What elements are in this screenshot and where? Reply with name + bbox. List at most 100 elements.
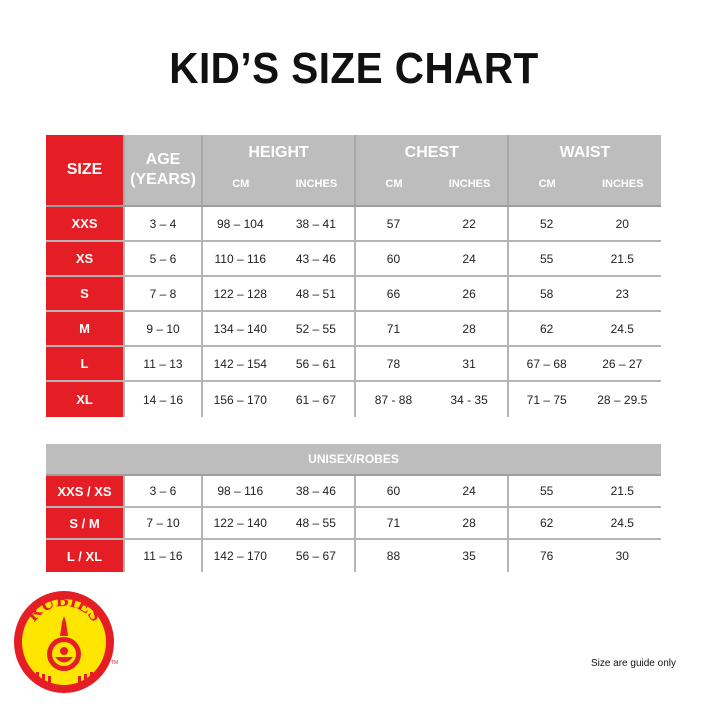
table-cell: 67 – 68 <box>507 347 584 380</box>
table-cell: 48 – 51 <box>295 286 336 301</box>
table-cell: 71 <box>354 312 431 345</box>
header-sub: CM <box>385 178 403 190</box>
table-cell: 134 – 140 <box>201 312 278 345</box>
table-cell: 57 <box>354 207 431 240</box>
table-cell: 66 <box>354 277 431 310</box>
table-cell: 88 <box>354 540 431 572</box>
size-label: L / XL <box>46 540 123 572</box>
table-cell: 38 – 46 <box>295 484 336 498</box>
table-cell: 38 – 41 <box>295 216 336 231</box>
table-cell: 48 – 55 <box>295 516 336 530</box>
table-cell: 56 – 67 <box>295 549 336 563</box>
table-cell: 35 <box>462 549 476 563</box>
size-table: SIZE AGE (YEARS) HEIGHT CM INCHES CHEST C… <box>46 135 661 417</box>
table-cell: 142 – 154 <box>201 347 278 380</box>
header-size: SIZE <box>46 135 123 205</box>
table-row: XL 14 – 16 156 – 170 61 – 67 87 - 88 34 - 35 7… <box>46 382 661 417</box>
table-cell: 98 – 116 <box>201 476 278 506</box>
table-cell: 52 <box>507 207 584 240</box>
table-cell: 5 – 6 <box>123 242 201 275</box>
header-group-label: HEIGHT <box>248 144 309 161</box>
table-cell: 26 <box>462 286 476 301</box>
rubies-logo: RUBIES TM <box>14 590 118 693</box>
header-age-line1: AGE <box>145 151 181 168</box>
table-cell: 142 – 170 <box>201 540 278 572</box>
header-age: AGE (YEARS) <box>123 135 201 205</box>
size-label: S / M <box>46 508 123 538</box>
table-cell: 7 – 8 <box>123 277 201 310</box>
header-waist: WAIST CM INCHES <box>507 135 660 205</box>
table-cell: 30 <box>615 549 629 563</box>
table-cell: 9 – 10 <box>123 312 201 345</box>
header-age-line2: (YEARS) <box>130 171 196 188</box>
table-row: XXS / XS 3 – 6 98 – 116 38 – 46 60 24 55 21.5 <box>46 476 661 508</box>
table-cell: 122 – 140 <box>201 508 278 538</box>
disclaimer-note: Size are guide only <box>590 658 676 669</box>
header-height: HEIGHT CM INCHES <box>201 135 354 205</box>
table-cell: 43 – 46 <box>295 251 336 266</box>
header-sub: CM <box>232 178 250 190</box>
table-cell: 21.5 <box>610 484 634 498</box>
table-cell: 55 <box>507 242 584 275</box>
table-cell: 31 <box>462 356 476 371</box>
table-cell: 14 – 16 <box>123 382 201 417</box>
size-label: XS <box>46 242 123 275</box>
table-cell: 71 <box>354 508 431 538</box>
table-cell: 122 – 128 <box>201 277 278 310</box>
table-cell: 3 – 6 <box>123 476 201 506</box>
table-cell: 76 <box>507 540 584 572</box>
table-cell: 22 <box>462 216 476 231</box>
table-row: L 11 – 13 142 – 154 56 – 61 78 31 67 – 68 26 – … <box>46 347 661 382</box>
table-cell: 28 <box>462 516 476 530</box>
table-cell: 78 <box>354 347 431 380</box>
table-cell: 52 – 55 <box>295 321 336 336</box>
table-cell: 21.5 <box>610 251 634 266</box>
table-cell: 24 <box>462 251 476 266</box>
table-cell: 26 – 27 <box>602 356 643 371</box>
table-cell: 24 <box>462 484 476 498</box>
table-cell: 24.5 <box>610 516 634 530</box>
table-cell: 11 – 16 <box>123 540 201 572</box>
table-cell: 23 <box>615 286 629 301</box>
header-sub: CM <box>538 178 556 190</box>
table-cell: 87 - 88 <box>354 382 431 417</box>
table-header: SIZE AGE (YEARS) HEIGHT CM INCHES CHEST C… <box>46 135 661 207</box>
table-row: L / XL 11 – 16 142 – 170 56 – 67 88 35 76 30 <box>46 540 661 572</box>
table-cell: 98 – 104 <box>201 207 278 240</box>
header-sub: INCHES <box>448 178 491 190</box>
unisex-body: XXS / XS 3 – 6 98 – 116 38 – 46 60 24 55 21.5 S … <box>46 476 661 572</box>
table-cell: 7 – 10 <box>123 508 201 538</box>
table-cell: 20 <box>615 216 629 231</box>
unisex-table: UNISEX/ROBES XXS / XS 3 – 6 98 – 116 38 – 4… <box>46 444 661 572</box>
size-label: XL <box>46 382 123 417</box>
size-label: M <box>46 312 123 345</box>
table-cell: 62 <box>507 312 584 345</box>
table-cell: 62 <box>507 508 584 538</box>
table-cell: 60 <box>354 476 431 506</box>
table-body: XXS 3 – 4 98 – 104 38 – 41 57 22 52 20 XS 5 – 6 11… <box>46 207 661 417</box>
table-cell: 110 – 116 <box>201 242 278 275</box>
table-cell: 55 <box>507 476 584 506</box>
table-cell: 11 – 13 <box>123 347 201 380</box>
size-label: L <box>46 347 123 380</box>
table-cell: 156 – 170 <box>201 382 278 417</box>
table-cell: 71 – 75 <box>507 382 584 417</box>
table-cell: 28 <box>462 321 476 336</box>
unisex-header: UNISEX/ROBES <box>46 444 661 476</box>
header-sub: INCHES <box>601 178 644 190</box>
size-label: XXS <box>46 207 123 240</box>
table-cell: 3 – 4 <box>123 207 201 240</box>
table-cell: 60 <box>354 242 431 275</box>
table-cell: 28 – 29.5 <box>597 392 648 407</box>
page-title: KID’S SIZE CHART <box>169 44 539 93</box>
table-row: XS 5 – 6 110 – 116 43 – 46 60 24 55 21.5 <box>46 242 661 277</box>
table-row: XXS 3 – 4 98 – 104 38 – 41 57 22 52 20 <box>46 207 661 242</box>
header-group-label: WAIST <box>559 144 611 161</box>
size-label: XXS / XS <box>46 476 123 506</box>
table-cell: 61 – 67 <box>295 392 336 407</box>
size-label: S <box>46 277 123 310</box>
header-chest: CHEST CM INCHES <box>354 135 507 205</box>
